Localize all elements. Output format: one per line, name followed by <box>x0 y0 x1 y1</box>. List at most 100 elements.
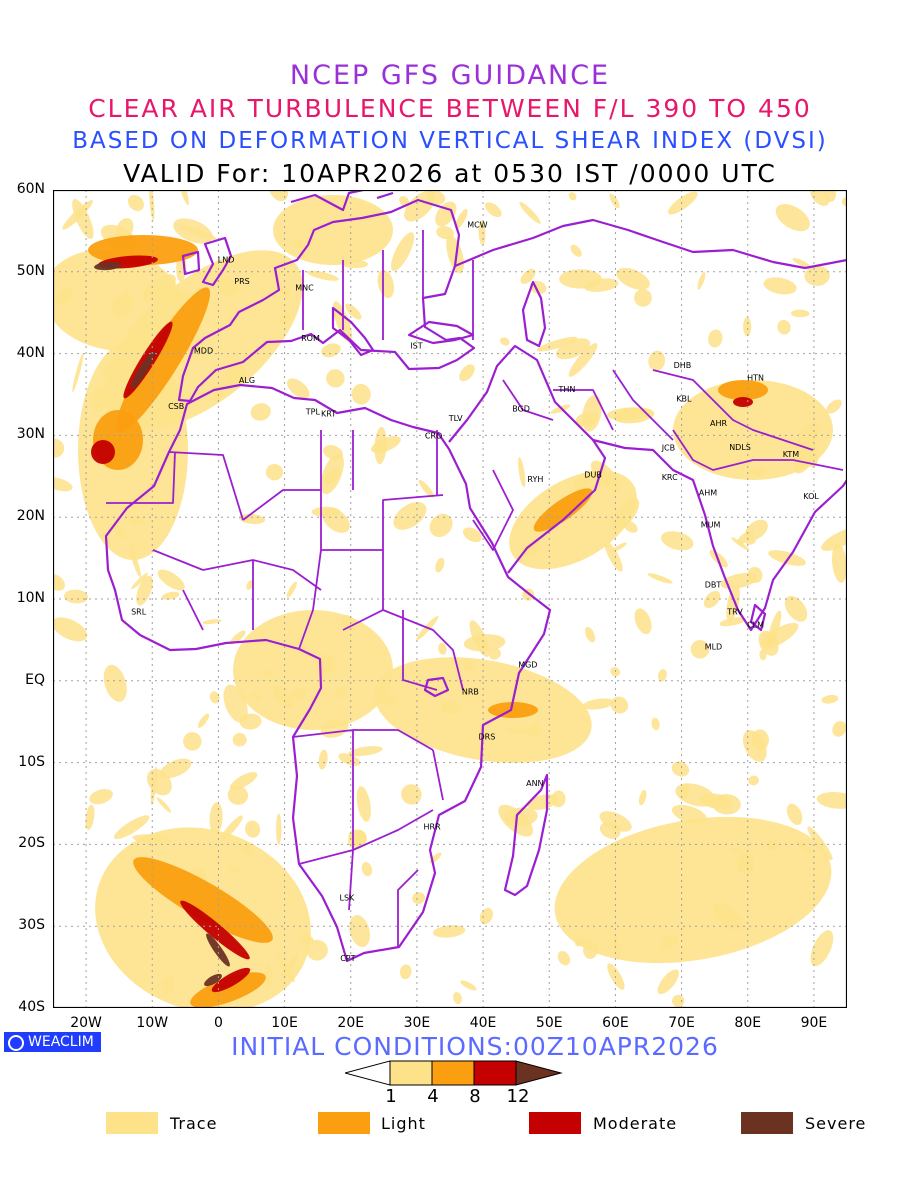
turbulence-area <box>648 350 666 371</box>
turbulence-area <box>697 271 706 290</box>
legend-swatch-trace <box>106 1112 158 1134</box>
lat-label: 30S <box>18 917 45 934</box>
turbulence-area <box>604 541 623 572</box>
city-label-lsk: LSK <box>340 894 356 903</box>
turbulence-area <box>113 815 150 840</box>
city-labels: MCW LND PRS MNC ROM IST MDD ALG CSB TPL KRT CRO TLV B… <box>131 220 819 963</box>
uk-coastline <box>201 236 233 287</box>
africa-coastline <box>104 383 552 963</box>
turbulence-area <box>568 343 598 377</box>
turbulence-area <box>460 980 477 991</box>
turbulence-area <box>180 900 250 960</box>
lat-label: 20N <box>16 508 45 525</box>
turbulence-area <box>276 813 282 845</box>
city-label-mum: MUM <box>701 521 721 530</box>
turbulence-area <box>479 907 493 925</box>
turbulence-area <box>606 407 651 421</box>
legend-label-light: Light <box>381 1114 426 1133</box>
sri-lanka-coastline <box>749 603 767 632</box>
turbulence-area <box>768 550 807 566</box>
turbulence-area <box>657 669 667 682</box>
turbulence-area <box>582 395 602 432</box>
city-label-srl: SRL <box>131 607 147 616</box>
logo-text: WEACLIM <box>28 1034 94 1050</box>
turbulence-area <box>708 329 723 348</box>
turbulence-area <box>459 364 475 382</box>
colorbar-segment-trace <box>389 1060 433 1086</box>
turbulence-area <box>767 610 782 648</box>
turbulence-area <box>582 698 615 710</box>
turbulence-area <box>810 930 834 967</box>
turbulence-area <box>550 404 571 414</box>
turbulence-area <box>679 784 691 800</box>
legend-swatch-light <box>318 1112 370 1134</box>
logo-circle-icon <box>8 1035 24 1051</box>
lon-label: 50E <box>535 1015 563 1031</box>
turbulence-area <box>527 794 559 810</box>
city-label-mld: MLD <box>705 642 723 651</box>
turbulence-area <box>91 440 115 464</box>
turbulence-area <box>103 664 127 702</box>
turbulence-area <box>790 309 810 318</box>
turbulence-area <box>265 463 284 481</box>
turbulence-area <box>488 702 538 718</box>
lake-victoria <box>423 676 450 698</box>
turbulence-area <box>533 488 593 532</box>
caspian-coastline <box>521 280 547 348</box>
gridlines <box>53 190 847 1008</box>
lon-label: 60E <box>602 1015 629 1031</box>
turbulence-area <box>85 804 95 831</box>
turbulence-area <box>53 573 66 591</box>
turbulence-area <box>718 380 768 400</box>
city-label-lnd: LND <box>218 256 235 265</box>
madagascar-coastline <box>503 773 549 897</box>
turbulence-area <box>127 194 145 212</box>
turbulence-area <box>53 477 73 492</box>
city-label-krt: KRT <box>321 409 336 418</box>
turbulence-area <box>435 557 445 573</box>
turbulence-area <box>401 784 422 805</box>
turbulence-area <box>157 569 185 591</box>
turbulence-area <box>202 619 222 625</box>
lon-label: 0 <box>213 1015 223 1031</box>
colorbar-tick-12: 12 <box>506 1086 530 1107</box>
lat-label: 50N <box>16 262 45 279</box>
turbulence-area <box>115 287 211 433</box>
turbulence-area <box>232 732 247 747</box>
turbulence-area <box>651 717 660 731</box>
turbulence-area <box>349 915 371 948</box>
ireland-coastline <box>181 250 201 276</box>
turbulence-area <box>286 378 310 399</box>
turbulence-area <box>429 513 453 538</box>
turbulence-area <box>748 775 759 786</box>
turbulence-area <box>616 267 650 290</box>
colorbar-tick-4: 4 <box>427 1086 439 1107</box>
turbulence-area <box>731 537 750 551</box>
turbulence-area <box>206 933 230 967</box>
turbulence-area <box>209 691 220 704</box>
turbulence-area <box>559 269 602 289</box>
turbulence-area <box>426 190 446 205</box>
title-line-3: BASED ON DEFORMATION VERTICAL SHEAR INDE… <box>72 128 828 154</box>
turbulence-area <box>671 761 690 777</box>
turbulence-area <box>568 192 577 201</box>
turbulence-area <box>306 270 339 281</box>
city-label-tlv: TLV <box>448 414 463 423</box>
scandinavia-coastline <box>290 190 394 212</box>
city-label-krc: KRC <box>662 473 678 482</box>
lon-label: 30E <box>403 1015 431 1031</box>
city-label-htn: HTN <box>747 373 764 382</box>
city-label-jcb: JCB <box>661 444 675 453</box>
lon-label: 20E <box>337 1015 365 1031</box>
turbulence-area <box>832 721 847 737</box>
turbulence-area <box>634 608 652 635</box>
title-line-1: NCEP GFS GUIDANCE <box>289 60 611 91</box>
legend-swatch-severe <box>741 1112 793 1134</box>
city-label-cpt: CPT <box>340 954 355 963</box>
title-line-2: CLEAR AIR TURBULENCE BETWEEN F/L 390 TO … <box>88 94 812 123</box>
city-label-ahr: AHR <box>710 419 727 428</box>
city-label-alg: ALG <box>239 376 255 385</box>
lon-label: 10E <box>271 1015 298 1031</box>
lat-label: 60N <box>16 181 45 197</box>
turbulence-area <box>156 797 172 813</box>
